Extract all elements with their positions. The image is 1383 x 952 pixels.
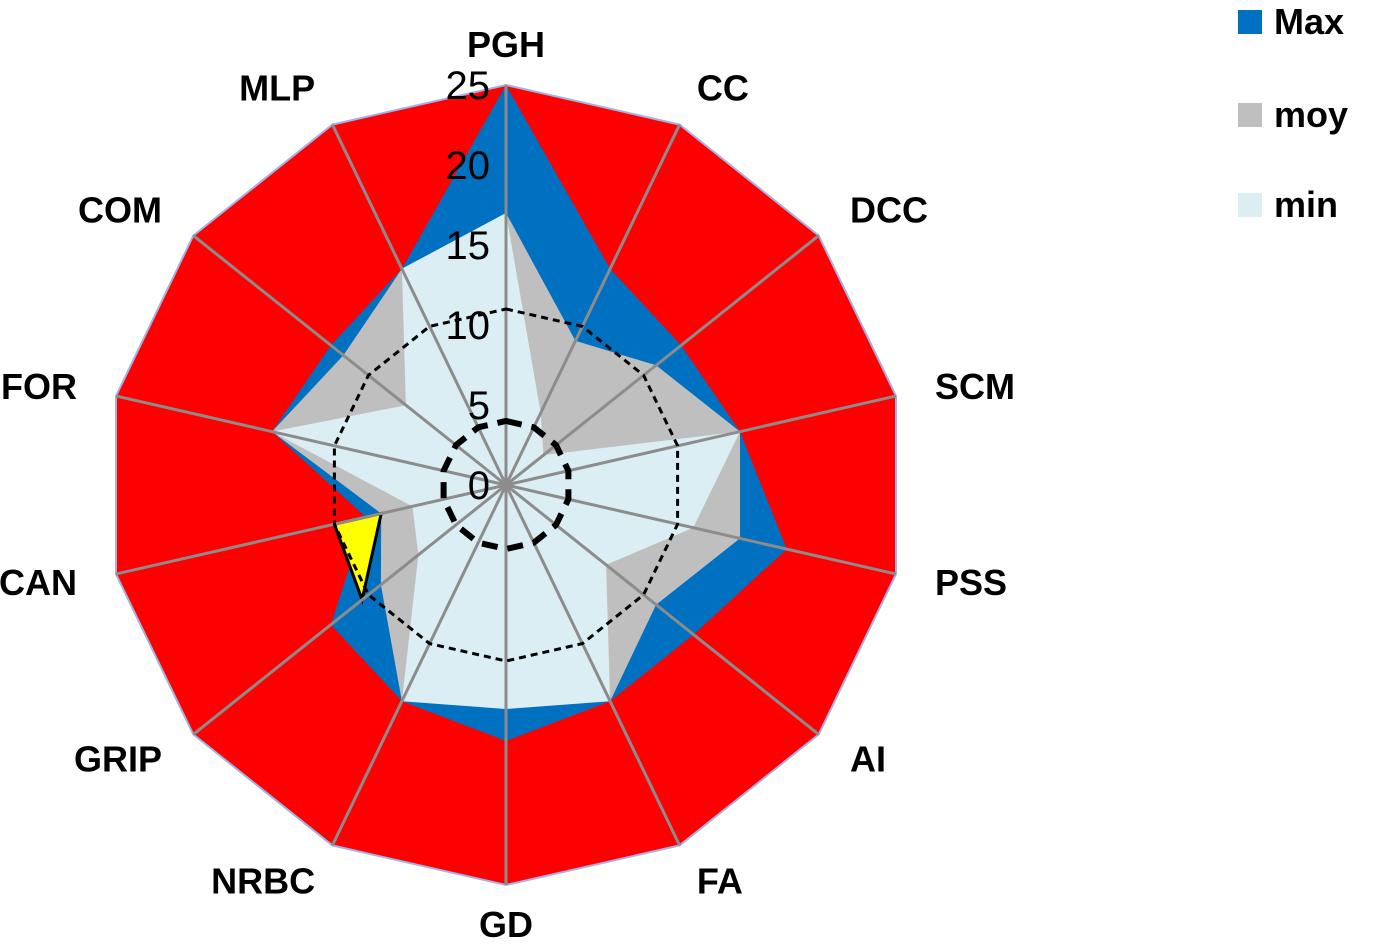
spoke-can <box>115 483 507 576</box>
spoke-grip <box>192 483 507 736</box>
axis-label-for: FOR <box>1 366 77 407</box>
tick-label-5: 5 <box>468 384 490 428</box>
legend-swatch-moy <box>1238 103 1262 127</box>
axis-label-grip: GRIP <box>74 738 162 779</box>
legend-label-min: min <box>1274 184 1339 225</box>
axis-label-ai: AI <box>850 738 886 779</box>
axis-label-dcc: DCC <box>850 190 928 231</box>
legend-label-max: Max <box>1274 1 1345 42</box>
axis-label-can: CAN <box>0 562 77 603</box>
tick-label-20: 20 <box>446 144 491 188</box>
spoke-nrbc <box>331 484 508 847</box>
tick-label-15: 15 <box>446 224 491 268</box>
axis-label-pss: PSS <box>935 562 1007 603</box>
axis-label-pgh: PGH <box>467 24 545 65</box>
tick-labels: 0 5 10 15 20 25 <box>446 64 491 508</box>
axis-label-com: COM <box>78 190 162 231</box>
tick-label-25: 25 <box>446 64 491 108</box>
legend-item-min: min <box>1238 184 1339 225</box>
legend-swatch-max <box>1238 10 1262 34</box>
tick-label-0: 0 <box>468 464 490 508</box>
axis-labels: PGH CC DCC SCM PSS AI FA GD NRBC GRIP CAN FOR COM MLP <box>0 24 1015 945</box>
legend-item-moy: moy <box>1238 94 1349 135</box>
axis-label-mlp: MLP <box>239 68 315 109</box>
reference-ring-11 <box>332 307 680 663</box>
legend-item-max: Max <box>1238 1 1345 42</box>
tick-label-10: 10 <box>446 304 491 348</box>
axis-label-fa: FA <box>697 860 743 901</box>
axis-label-nrbc: NRBC <box>211 860 315 901</box>
axis-label-gd: GD <box>479 904 533 945</box>
reference-circles <box>332 307 680 663</box>
legend-swatch-min <box>1238 193 1262 217</box>
reference-ring-4 <box>440 417 572 553</box>
axis-label-cc: CC <box>697 68 749 109</box>
axis-label-scm: SCM <box>935 366 1015 407</box>
legend-label-moy: moy <box>1274 94 1349 135</box>
